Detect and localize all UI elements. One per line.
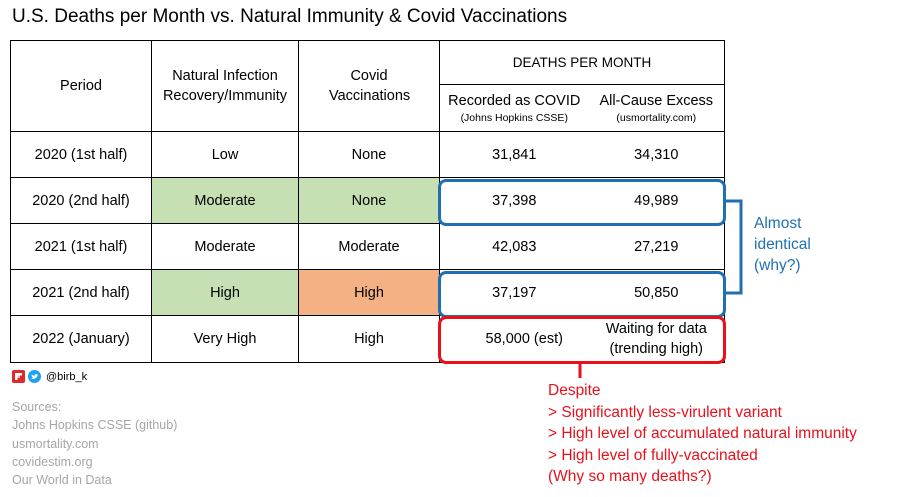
cell-recorded: 31,841	[439, 131, 589, 178]
header-recorded-covid: Recorded as COVID (Johns Hopkins CSSE)	[439, 84, 589, 132]
blue-note-line: (why?)	[754, 257, 801, 274]
despite-note: Despite > Significantly less-virulent va…	[548, 380, 857, 488]
handle-text[interactable]: @birb_k	[46, 370, 88, 383]
red-note-line: Despite	[548, 382, 601, 399]
red-note-line: > High level of accumulated natural immu…	[548, 425, 857, 442]
cell-vaccinations: High	[298, 269, 440, 316]
sources-label: Sources:	[12, 400, 62, 414]
cell-excess: 27,219	[588, 223, 726, 270]
cell-recorded: 58,000 (est)	[439, 315, 589, 363]
source-item: Our World in Data	[12, 473, 112, 488]
table-row: 2021 (1st half) Moderate Moderate 42,083…	[10, 223, 726, 270]
red-note-line: (Why so many deaths?)	[548, 468, 712, 485]
cell-excess: Waiting for data (trending high)	[588, 315, 726, 363]
cell-period: 2021 (1st half)	[10, 223, 152, 270]
chart-title: U.S. Deaths per Month vs. Natural Immuni…	[12, 6, 568, 27]
recorded-source: (Johns Hopkins CSSE)	[460, 111, 568, 124]
header-all-cause-excess: All-Cause Excess (usmortality.com)	[588, 84, 726, 132]
cell-vaccinations: None	[298, 131, 440, 178]
source-item: usmortality.com	[12, 436, 99, 451]
blue-bracket	[724, 199, 743, 295]
cell-period: 2021 (2nd half)	[10, 269, 152, 316]
header-natural-immunity: Natural Infection Recovery/Immunity	[151, 40, 299, 132]
table-row: 2020 (1st half) Low None 31,841 34,310	[10, 131, 726, 178]
red-note-line: > Significantly less-virulent variant	[548, 403, 782, 421]
cell-natural: Very High	[151, 315, 299, 363]
sources-list: Sources: Johns Hopkins CSSE (github) usm…	[12, 398, 177, 489]
blue-note-line: Almost	[754, 215, 802, 232]
flipboard-icon[interactable]	[12, 370, 25, 383]
cell-natural: High	[151, 269, 299, 316]
table-row: 2021 (2nd half) High High 37,197 50,850	[10, 269, 726, 316]
cell-excess: 49,989	[588, 177, 726, 224]
header-period: Period	[10, 40, 152, 132]
header-deaths-per-month: DEATHS PER MONTH	[438, 40, 726, 85]
excess-label: All-Cause Excess	[599, 92, 714, 109]
source-item: Johns Hopkins CSSE (github)	[12, 418, 178, 433]
social-handle: @birb_k	[12, 370, 87, 383]
cell-period: 2022 (January)	[10, 315, 152, 363]
cell-vaccinations: High	[298, 315, 440, 363]
cell-period: 2020 (1st half)	[10, 131, 152, 178]
blue-note-line: identical	[754, 236, 811, 253]
cell-excess: 50,850	[588, 269, 726, 316]
cell-period: 2020 (2nd half)	[10, 177, 152, 224]
cell-natural: Moderate	[151, 223, 299, 270]
cell-recorded: 37,398	[439, 177, 589, 224]
twitter-icon[interactable]	[28, 370, 41, 383]
cell-natural: Moderate	[151, 177, 299, 224]
deaths-table: Period Natural Infection Recovery/Immuni…	[10, 40, 726, 363]
excess-source: (usmortality.com)	[616, 111, 697, 124]
table-row: 2022 (January) Very High High 58,000 (es…	[10, 315, 726, 363]
cell-natural: Low	[151, 131, 299, 178]
recorded-label: Recorded as COVID	[448, 92, 581, 109]
cell-vaccinations: Moderate	[298, 223, 440, 270]
red-note-line: > High level of fully-vaccinated	[548, 446, 758, 464]
cell-recorded: 42,083	[439, 223, 589, 270]
cell-excess: 34,310	[588, 131, 726, 178]
source-item: covidestim.org	[12, 454, 93, 469]
cell-vaccinations: None	[298, 177, 440, 224]
header-covid-vaccinations: Covid Vaccinations	[298, 40, 440, 132]
table-row: 2020 (2nd half) Moderate None 37,398 49,…	[10, 177, 726, 224]
cell-recorded: 37,197	[439, 269, 589, 316]
almost-identical-note: Almost identical (why?)	[754, 213, 811, 276]
